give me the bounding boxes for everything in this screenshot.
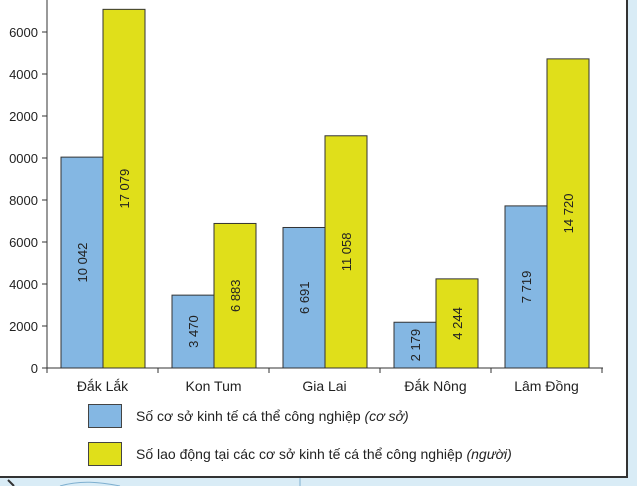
- bar-series-2: [213, 222, 257, 369]
- y-tick-label: 6000: [9, 25, 38, 40]
- legend-item-series-1: Số cơ sở kinh tế cá thể công nghiệp (cơ …: [88, 404, 608, 430]
- bar-data-label: 6 691: [297, 281, 312, 314]
- bar-series-2: [546, 58, 590, 369]
- y-tick-label: 8000: [9, 193, 38, 208]
- x-category-label: Kon Tum: [185, 378, 241, 394]
- x-category-label: Đắk Lắk: [77, 378, 129, 394]
- legend-unit-series-2: (người): [466, 446, 512, 462]
- bar-data-label: 3 470: [186, 315, 201, 348]
- bar-data-label: 4 244: [450, 307, 465, 340]
- y-tick-label: 4000: [9, 277, 38, 292]
- y-tick-label: 2000: [9, 319, 38, 334]
- y-tick-label: 0: [31, 361, 38, 376]
- bar-series-1: [504, 205, 548, 369]
- bar-data-label: 17 079: [117, 169, 132, 209]
- bar-series-1: [282, 226, 326, 369]
- y-tick-label: 2000: [9, 109, 38, 124]
- y-tick-label: 6000: [9, 235, 38, 250]
- legend-unit-series-1: (cơ sở): [364, 408, 409, 424]
- y-tick-label: 4000: [9, 67, 38, 82]
- x-category-label: Đắk Nông: [404, 378, 466, 394]
- bar-series-1: [60, 156, 104, 369]
- bar-data-label: 11 058: [339, 232, 354, 271]
- bar-series-2: [102, 8, 146, 369]
- bar-series-2: [435, 278, 479, 369]
- y-tick-label: 0000: [9, 151, 38, 166]
- bar-data-label: 10 042: [75, 243, 90, 283]
- legend-item-series-2: Số lao động tại các cơ sở kinh tế cá thể…: [88, 442, 608, 468]
- x-category-label: Lâm Đồng: [514, 378, 579, 394]
- bar-series-2: [324, 135, 368, 369]
- bar-data-label: 2 179: [408, 329, 423, 362]
- bar-data-label: 7 719: [519, 271, 534, 304]
- legend-swatch-series-1: [88, 404, 122, 428]
- legend-name-series-2: Số lao động tại các cơ sở kinh tế cá thể…: [136, 446, 463, 462]
- legend-name-series-1: Số cơ sở kinh tế cá thể công nghiệp: [136, 408, 361, 424]
- legend-swatch-series-2: [88, 442, 122, 466]
- bar-data-label: 14 720: [561, 194, 576, 234]
- bar-data-label: 6 883: [228, 279, 243, 312]
- x-category-label: Gia Lai: [302, 378, 346, 394]
